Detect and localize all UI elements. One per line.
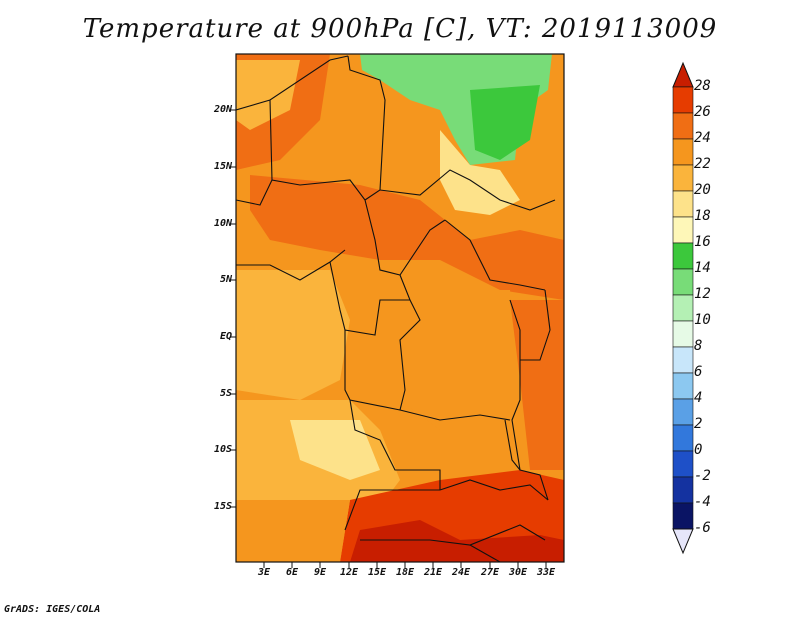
axis-ticks	[230, 109, 547, 568]
colorbar-bottom-arrow	[672, 528, 694, 555]
field-region-congo	[400, 290, 520, 430]
map-frame	[235, 53, 565, 563]
temperature-field	[236, 54, 564, 562]
field-region-gulf	[236, 270, 350, 400]
field-region-sw	[236, 500, 350, 562]
colorbar-label: 24	[694, 130, 711, 146]
colorbar	[672, 61, 694, 555]
colorbar-label: -4	[694, 494, 711, 510]
lat-label-15s: 15S	[213, 501, 232, 512]
field-region-nw-cool	[236, 60, 300, 130]
field-region-coast-yellow	[290, 420, 380, 480]
lon-label-12e: 12E	[339, 567, 359, 578]
colorbar-label: 28	[694, 78, 711, 94]
lat-label-20n: 20N	[213, 104, 232, 115]
colorbar-label: 2	[694, 416, 703, 432]
colorbar-segment	[672, 190, 694, 218]
lon-label-18e: 18E	[395, 567, 415, 578]
lat-label-15n: 15N	[213, 161, 232, 172]
colorbar-segment	[672, 424, 694, 452]
lon-label-3e: 3E	[257, 567, 271, 578]
colorbar-label: 10	[694, 312, 711, 328]
lon-label-33e: 33E	[536, 567, 556, 578]
colorbar-segment	[672, 242, 694, 270]
colorbar-label: -2	[694, 468, 711, 484]
colorbar-top-arrow	[672, 61, 694, 88]
field-region-green-dark	[470, 85, 540, 160]
lat-label-10s: 10S	[213, 444, 232, 455]
grads-credit: GrADS: IGES/COLA	[4, 604, 101, 615]
colorbar-label: 0	[694, 442, 703, 458]
colorbar-segment	[672, 398, 694, 426]
field-region-south-hot	[350, 520, 564, 562]
colorbar-label: 6	[694, 364, 703, 380]
lon-label-24e: 24E	[451, 567, 471, 578]
colorbar-segment	[672, 216, 694, 244]
colorbar-label: -6	[694, 520, 711, 536]
map-title: Temperature at 900hPa [C], VT: 201911300…	[82, 14, 718, 44]
colorbar-label: 26	[694, 104, 711, 120]
colorbar-segment	[672, 320, 694, 348]
field-region-yellow-n	[440, 130, 520, 215]
lat-label-10n: 10N	[213, 218, 232, 229]
colorbar-segment	[672, 138, 694, 166]
colorbar-label: 12	[694, 286, 711, 302]
lat-label-5s: 5S	[219, 388, 232, 399]
lon-label-15e: 15E	[367, 567, 387, 578]
colorbar-segment	[672, 294, 694, 322]
colorbar-label: 14	[694, 260, 711, 276]
field-region-east	[510, 300, 564, 470]
colorbar-label: 8	[694, 338, 703, 354]
lon-label-30e: 30E	[508, 567, 528, 578]
colorbar-label: 20	[694, 182, 711, 198]
lon-label-9e: 9E	[313, 567, 327, 578]
colorbar-segment	[672, 346, 694, 374]
colorbar-segment	[672, 476, 694, 504]
colorbar-label: 22	[694, 156, 711, 172]
lon-label-21e: 21E	[423, 567, 443, 578]
colorbar-segment	[672, 268, 694, 296]
country-borders	[236, 55, 556, 562]
colorbar-label: 16	[694, 234, 711, 250]
colorbar-segment	[672, 86, 694, 114]
colorbar-segment	[672, 164, 694, 192]
colorbar-segment	[672, 450, 694, 478]
lat-label-5n: 5N	[219, 274, 232, 285]
colorbar-segment	[672, 372, 694, 400]
colorbar-segment	[672, 502, 694, 530]
colorbar-label: 18	[694, 208, 711, 224]
lon-label-6e: 6E	[285, 567, 299, 578]
lon-label-27e: 27E	[480, 567, 500, 578]
lat-label-eq: EQ	[219, 331, 232, 342]
colorbar-label: 4	[694, 390, 703, 406]
field-region-sahel	[250, 175, 564, 300]
colorbar-segment	[672, 112, 694, 140]
